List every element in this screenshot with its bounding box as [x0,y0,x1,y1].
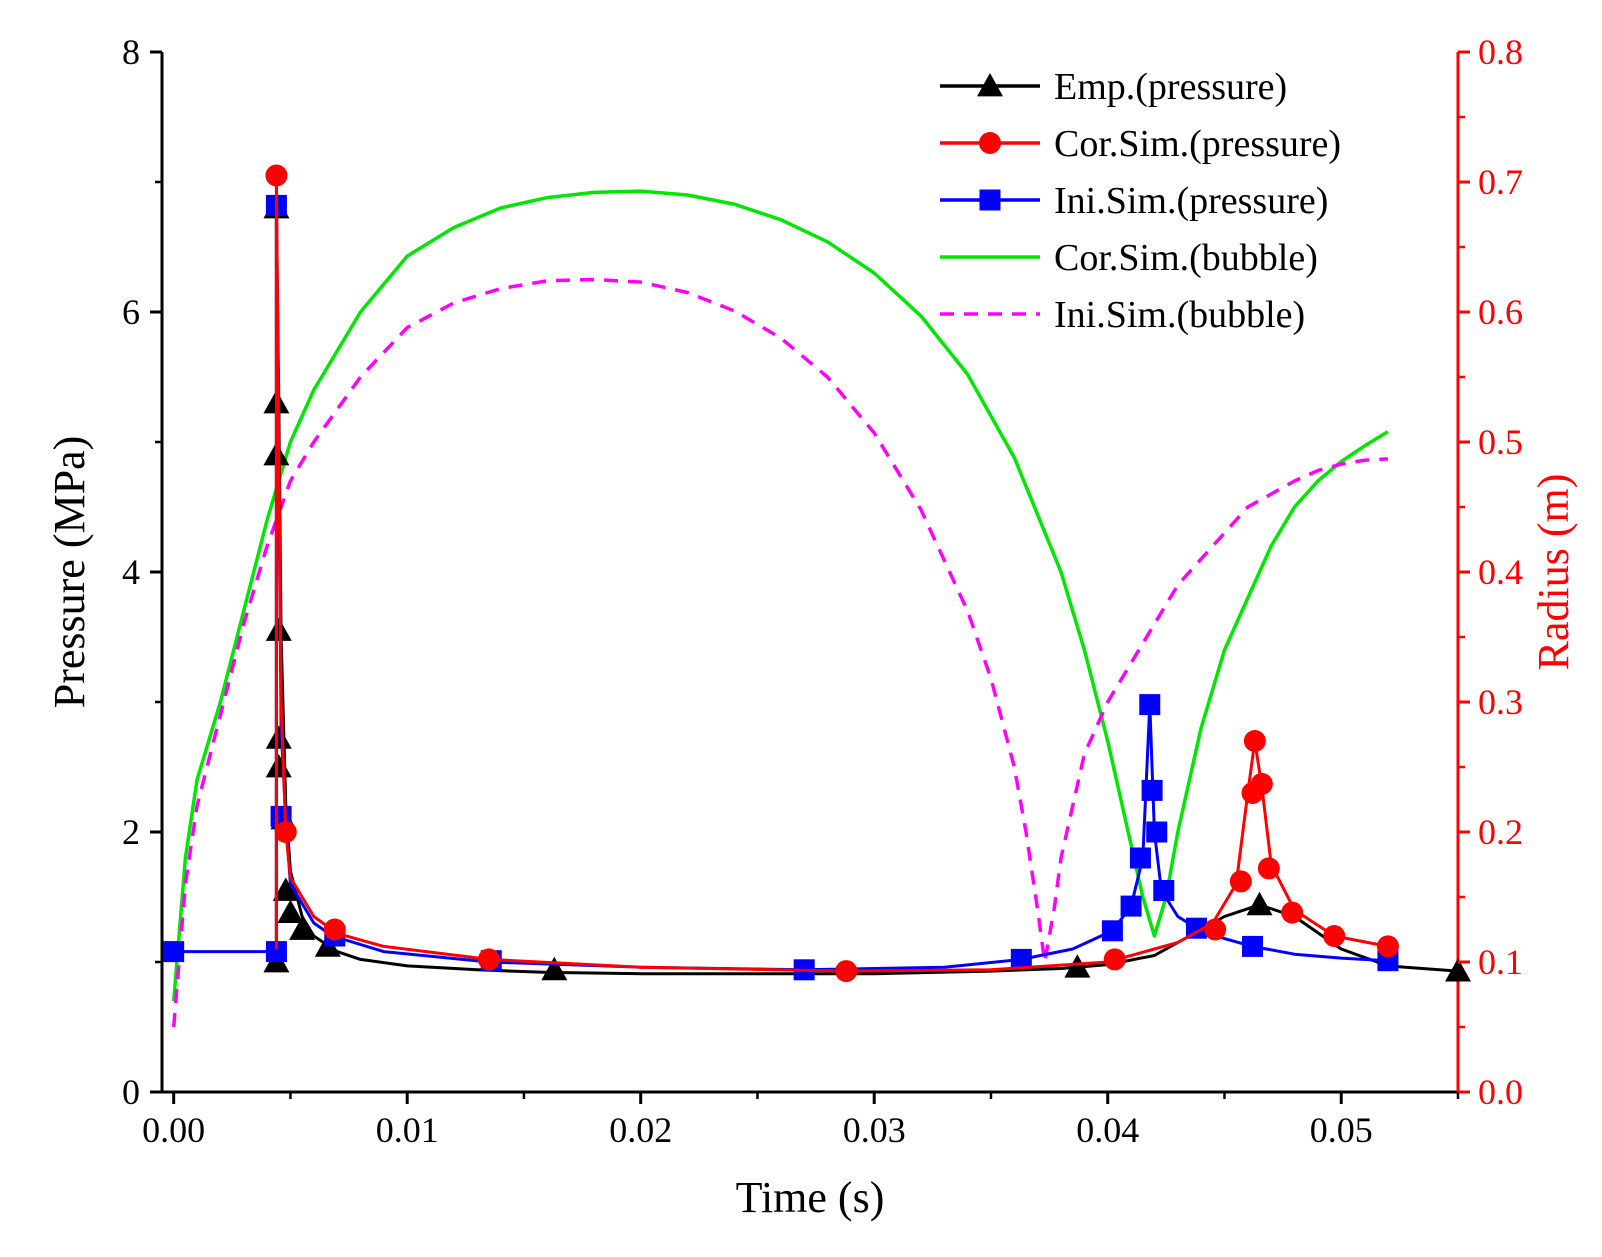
data-point-ini-sim-pressure [1120,895,1142,917]
x-tick-label: 0.00 [142,1110,205,1150]
data-point-emp-pressure [1445,958,1471,982]
legend-label: Cor.Sim.(pressure) [1054,123,1341,165]
data-point-ini-sim-pressure [1153,880,1175,901]
data-point-cor-sim-pressure [1204,918,1227,941]
y-left-tick-label: 8 [122,32,140,72]
data-point-cor-sim-pressure [274,821,297,843]
series-line-ini-sim-bubble [171,277,1388,1028]
data-point-emp-pressure [1064,954,1091,978]
data-point-ini-sim-pressure [1141,779,1163,801]
y-left-tick-label: 4 [122,552,140,592]
legend-item-ini-sim-pressure: Ini.Sim.(pressure) [940,180,1328,222]
x-tick-label: 0.05 [1310,1110,1373,1150]
data-point-cor-sim-pressure [1281,901,1304,924]
legend-label: Ini.Sim.(pressure) [1054,180,1328,222]
series-ini-sim-bubble [171,277,1388,1028]
data-point-cor-sim-pressure [1243,730,1266,752]
series-cor-sim-pressure [265,164,1399,983]
data-point-cor-sim-pressure [1103,948,1126,971]
y-right-tick-label: 0.0 [1478,1072,1523,1112]
data-point-emp-pressure [277,899,304,923]
legend-marker [979,132,1001,154]
legend-label: Ini.Sim.(bubble) [1054,294,1305,336]
series-line-cor-sim-pressure [274,180,1389,973]
legend-label: Cor.Sim.(bubble) [1054,237,1318,279]
legend-marker [977,73,1003,97]
y-left-tick-label: 6 [122,292,140,332]
series-layer [163,164,1471,1028]
data-point-ini-sim-pressure [265,941,287,963]
y-right-tick-label: 0.3 [1478,682,1523,722]
data-point-cor-sim-pressure [1376,935,1399,958]
y-left-tick-label: 2 [122,812,140,852]
legend-item-ini-sim-bubble: Ini.Sim.(bubble) [940,294,1305,336]
data-point-cor-sim-pressure [1229,870,1252,893]
x-axis-title: Time (s) [736,1173,885,1222]
data-point-emp-pressure [1246,891,1273,916]
legend-label: Emp.(pressure) [1054,66,1287,108]
data-point-emp-pressure [289,916,316,940]
data-point-cor-sim-pressure [477,948,500,971]
y-right-tick-label: 0.1 [1478,942,1523,982]
data-point-ini-sim-pressure [1139,694,1161,716]
data-point-ini-sim-pressure [1242,935,1264,957]
x-tick-label: 0.02 [609,1110,672,1150]
data-point-ini-sim-pressure [163,941,185,963]
data-point-emp-pressure [265,754,292,778]
series-line-cor-sim-bubble [171,189,1389,1002]
legend-item-cor-sim-pressure: Cor.Sim.(pressure) [940,123,1341,165]
legend-marker [979,189,1001,211]
y-right-tick-label: 0.8 [1478,32,1523,72]
y-right-tick-label: 0.5 [1478,422,1523,462]
data-point-emp-pressure [541,956,568,981]
x-tick-label: 0.03 [843,1110,906,1150]
data-point-cor-sim-pressure [1250,772,1273,795]
legend-item-cor-sim-bubble: Cor.Sim.(bubble) [940,237,1318,279]
legend-item-emp-pressure: Emp.(pressure) [940,66,1287,108]
data-point-cor-sim-pressure [835,960,858,983]
data-point-ini-sim-pressure [1101,920,1123,942]
legend: Emp.(pressure) Cor.Sim.(pressure) Ini.Sim.… [940,66,1341,336]
y-right-tick-label: 0.2 [1478,812,1523,852]
x-tick-label: 0.04 [1076,1110,1139,1150]
data-point-cor-sim-pressure [1257,857,1280,880]
data-point-emp-pressure [272,877,299,901]
data-point-ini-sim-pressure [1146,821,1168,843]
data-point-cor-sim-pressure [323,918,346,941]
x-tick-label: 0.01 [376,1110,439,1150]
y-right-tick-label: 0.6 [1478,292,1523,332]
y-left-tick-label: 0 [122,1072,140,1112]
y-axis-title-right: Radius (m) [1529,474,1578,671]
data-point-ini-sim-pressure [1010,948,1032,970]
series-cor-sim-bubble [171,189,1389,1002]
ticks-layer: 0.00 0.01 0.02 0.03 0.04 0.05 0 2 4 6 8 0.0 0.1 0.2 0.… [122,32,1523,1150]
data-point-emp-pressure [265,725,292,749]
data-point-ini-sim-pressure [1129,847,1151,869]
data-point-cor-sim-pressure [1323,925,1346,947]
y-axis-title-left: Pressure (MPa) [45,436,94,709]
y-right-tick-label: 0.7 [1478,162,1523,202]
y-right-tick-label: 0.4 [1478,552,1523,592]
data-point-cor-sim-pressure [265,164,288,187]
